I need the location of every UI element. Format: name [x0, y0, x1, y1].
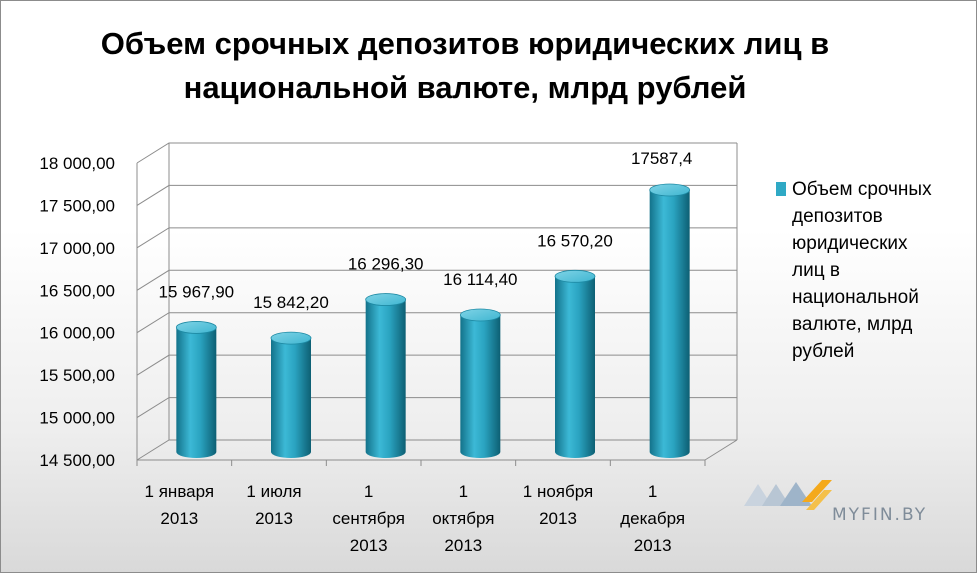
data-label: 16 296,30 — [348, 255, 424, 274]
data-label: 15 842,20 — [253, 293, 329, 312]
x-tick-label: 2013 — [634, 536, 672, 555]
x-tick-label: декабря — [620, 509, 685, 528]
legend-line: юридических — [792, 233, 908, 254]
legend-label: Объем срочных депозитов юридических лиц … — [792, 176, 967, 365]
bar-body — [555, 276, 595, 458]
bar — [175, 321, 217, 458]
bar-top — [175, 321, 217, 334]
bar-top — [270, 331, 312, 345]
y-tick-label: 17 500,00 — [39, 196, 115, 215]
gridline — [136, 142, 737, 164]
bar-top — [649, 183, 691, 197]
chart-title: Объем срочных депозитов юридических лиц … — [40, 22, 890, 110]
legend-line: лиц в — [792, 260, 840, 281]
x-tick-label: 1 — [459, 482, 468, 501]
data-label: 17587,4 — [631, 149, 692, 168]
legend-line: рублей — [792, 341, 855, 362]
bar-body — [649, 190, 690, 458]
bar-body — [271, 338, 311, 458]
y-tick-label: 16 500,00 — [39, 281, 115, 300]
x-tick-label: 2013 — [444, 536, 482, 555]
y-tick-label: 16 000,00 — [39, 324, 115, 343]
legend-line: депозитов — [792, 206, 883, 227]
data-label: 15 967,90 — [159, 282, 235, 301]
bar-top — [554, 269, 596, 283]
data-label: 16 114,40 — [443, 270, 517, 289]
y-tick-label: 14 500,00 — [39, 451, 115, 470]
x-tick-label: 1 июля — [246, 482, 301, 501]
legend-line: национальной — [792, 287, 919, 308]
bar — [270, 331, 312, 458]
chart-title-line-2: национальной валюте, млрд рублей — [183, 70, 747, 105]
x-tick-label: 2013 — [539, 509, 577, 528]
bar — [365, 293, 407, 458]
bar-body — [460, 315, 501, 458]
x-tick-label: 1 ноября — [523, 482, 593, 501]
y-tick-label: 18 000,00 — [39, 154, 115, 173]
x-tick-label: 1 — [648, 482, 657, 501]
gridline — [136, 439, 737, 461]
gridline — [136, 269, 737, 291]
bar — [459, 308, 501, 458]
legend-line: Объем срочных — [792, 179, 932, 200]
y-tick-label: 17 000,00 — [39, 239, 115, 258]
x-tick-label: 2013 — [160, 509, 198, 528]
gridline — [136, 312, 737, 334]
x-tick-label: 2013 — [255, 509, 293, 528]
bar-body — [365, 299, 406, 458]
watermark-text: MYFIN.BY — [832, 505, 928, 525]
chart-title-line-1: Объем срочных депозитов юридических лиц … — [100, 26, 830, 61]
legend-swatch — [776, 182, 786, 196]
bar — [554, 269, 596, 458]
bar — [649, 183, 691, 458]
gridline — [136, 227, 737, 249]
x-tick-label: 1 января — [145, 482, 215, 501]
data-label: 16 570,20 — [537, 231, 613, 250]
gridline — [136, 397, 737, 418]
y-tick-label: 15 500,00 — [39, 366, 115, 385]
x-tick-label: сентября — [332, 509, 405, 528]
legend-line: валюте, млрд — [792, 314, 913, 335]
bar-top — [459, 308, 501, 322]
y-tick-label: 15 000,00 — [39, 409, 115, 428]
bar-body — [176, 327, 217, 458]
gridline — [136, 354, 737, 376]
x-tick-label: 2013 — [350, 536, 388, 555]
floor-edge — [704, 439, 738, 461]
myfin-logo-icon — [744, 480, 832, 510]
x-tick-label: октября — [432, 509, 494, 528]
gridline — [136, 184, 737, 206]
bar-top — [365, 293, 407, 306]
x-tick-label: 1 — [364, 482, 373, 501]
